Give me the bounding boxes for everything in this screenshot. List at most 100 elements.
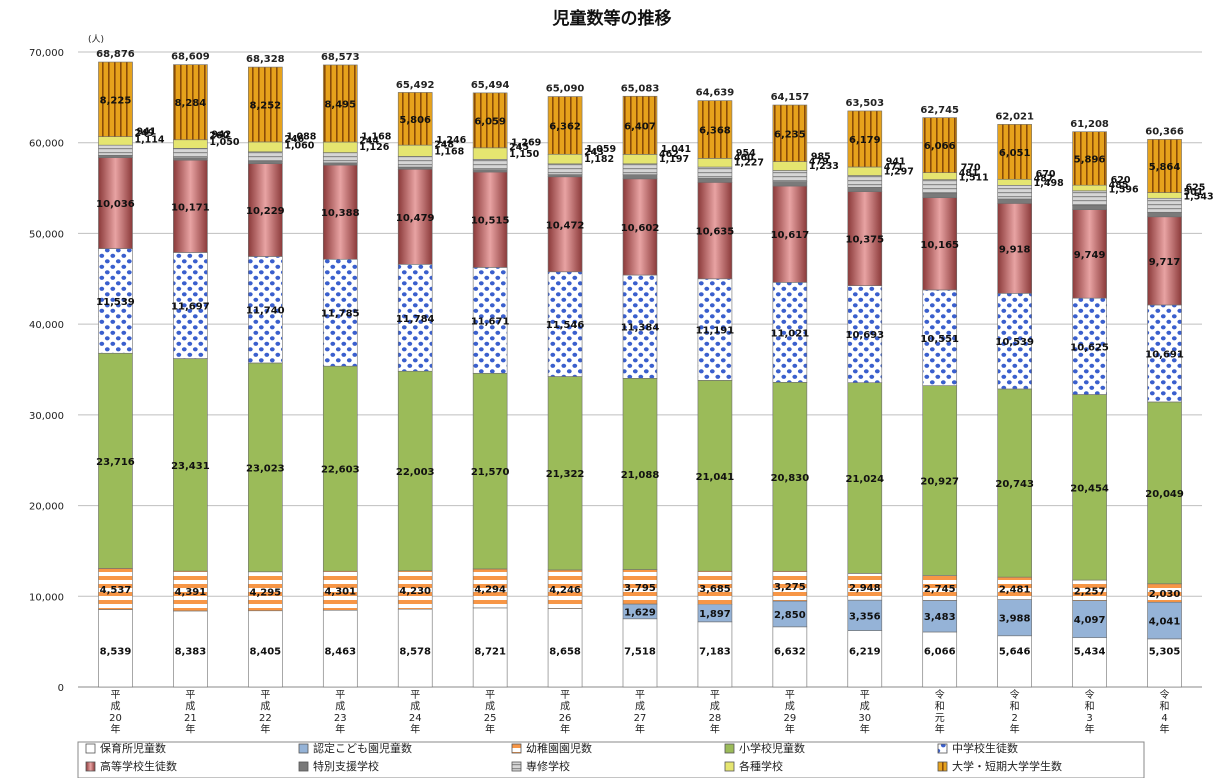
legend-swatch bbox=[298, 743, 309, 754]
data-label: 1,227 bbox=[734, 157, 764, 168]
data-label: 1,297 bbox=[884, 167, 914, 178]
category-label: 令 bbox=[1160, 688, 1170, 701]
data-label: 10,036 bbox=[96, 199, 135, 210]
data-label: 4,537 bbox=[100, 585, 132, 596]
total-label: 68,609 bbox=[171, 52, 210, 63]
legend-label: 大学・短期大学学生数 bbox=[952, 759, 1062, 773]
data-label: 3,483 bbox=[924, 612, 956, 623]
category-label: 年 bbox=[860, 723, 870, 736]
legend-swatch bbox=[937, 761, 948, 772]
bar-segment bbox=[1147, 216, 1182, 306]
bar-segment bbox=[248, 151, 283, 162]
bar-segment bbox=[622, 95, 658, 155]
bar-segment bbox=[922, 289, 958, 386]
legend-label: 小学校児童数 bbox=[739, 741, 805, 755]
data-label: 23,431 bbox=[171, 461, 210, 472]
bar-segment bbox=[397, 264, 433, 372]
data-label: 2,948 bbox=[849, 583, 881, 594]
data-label: 10,691 bbox=[1145, 349, 1184, 360]
legend-swatch bbox=[511, 743, 522, 754]
data-label: 8,721 bbox=[474, 647, 506, 658]
data-label: 9,717 bbox=[1149, 257, 1181, 268]
data-label: 10,388 bbox=[321, 208, 360, 219]
bar-segment bbox=[697, 278, 733, 381]
category-label: 24 bbox=[409, 713, 422, 724]
category-label: 和 bbox=[1085, 701, 1095, 713]
total-label: 60,366 bbox=[1145, 126, 1184, 137]
category-label: 年 bbox=[335, 723, 345, 736]
bar-segment bbox=[248, 141, 283, 153]
bar-segment bbox=[847, 186, 883, 192]
data-label: 4,294 bbox=[474, 584, 506, 595]
data-label: 3,988 bbox=[999, 614, 1031, 625]
category-label: 和 bbox=[935, 701, 945, 713]
y-tick-label: 30,000 bbox=[29, 411, 64, 422]
bar-segment bbox=[397, 156, 433, 168]
bar-segment bbox=[622, 154, 658, 165]
category-label: 年 bbox=[485, 723, 495, 736]
legend: 保育所児童数 認定こども園児童数 幼稚園園児数 小学校児童数 中学校生徒数高等学校生徒数… bbox=[77, 741, 1145, 778]
bar-segment bbox=[322, 258, 358, 367]
bar-segment bbox=[547, 96, 583, 155]
category-label: 平 bbox=[260, 690, 270, 701]
bar-segment bbox=[248, 571, 283, 612]
bar-segment bbox=[622, 178, 658, 276]
category-label: 26 bbox=[559, 713, 572, 724]
category-label: 平 bbox=[185, 690, 195, 701]
data-label: 1,168 bbox=[361, 132, 391, 143]
bar-segment bbox=[997, 198, 1032, 204]
data-label: 10,625 bbox=[1070, 342, 1109, 353]
data-label: 481 bbox=[959, 168, 979, 179]
data-label: 942 bbox=[211, 129, 231, 140]
bar-segment bbox=[697, 158, 733, 168]
bar-segment bbox=[397, 570, 433, 610]
bar-segment bbox=[322, 152, 358, 164]
bar-segment bbox=[847, 573, 883, 601]
bar-segment bbox=[173, 252, 208, 359]
data-label: 8,658 bbox=[549, 647, 581, 658]
data-label: 3,795 bbox=[624, 583, 656, 594]
data-label: 501 bbox=[1184, 187, 1204, 198]
category-label: 令 bbox=[935, 688, 945, 701]
bar-segment bbox=[847, 110, 883, 168]
data-label: 1,498 bbox=[1034, 178, 1064, 189]
bar-segment bbox=[922, 385, 958, 576]
data-label: 11,384 bbox=[621, 323, 660, 334]
category-label: 年 bbox=[110, 723, 120, 736]
bar-segment bbox=[248, 256, 283, 364]
data-label: 2,030 bbox=[1149, 589, 1181, 600]
bar-segment bbox=[622, 377, 658, 570]
data-label: 10,515 bbox=[471, 216, 510, 227]
category-label: 成 bbox=[335, 701, 345, 713]
data-label: 6,632 bbox=[774, 647, 806, 658]
data-label: 21,041 bbox=[696, 472, 735, 483]
bar-segment bbox=[697, 182, 733, 280]
data-label: 20,049 bbox=[1145, 489, 1184, 500]
y-axis-ticks: 0 10,000 20,000 30,000 40,000 50,000 60,000 70,… bbox=[29, 48, 64, 694]
data-label: 1,197 bbox=[659, 154, 689, 165]
data-label: 5,806 bbox=[399, 115, 431, 126]
legend-label: 中学校生徒数 bbox=[952, 741, 1018, 755]
category-label: 年 bbox=[935, 723, 945, 736]
data-label: 10,602 bbox=[621, 223, 660, 234]
bar-segment bbox=[697, 380, 733, 572]
bar-segment bbox=[472, 92, 508, 149]
y-tick-label: 60,000 bbox=[29, 139, 64, 150]
data-label: 23,023 bbox=[246, 463, 285, 474]
data-label: 2,481 bbox=[999, 584, 1031, 595]
category-label: 年 bbox=[410, 723, 420, 736]
bar-segment bbox=[922, 179, 958, 194]
data-label: 1,269 bbox=[511, 138, 541, 149]
bar-segment bbox=[173, 64, 208, 141]
bar-segment bbox=[622, 618, 658, 688]
data-label: 260 bbox=[209, 130, 229, 141]
bar-segment bbox=[847, 191, 883, 286]
category-label: 23 bbox=[334, 713, 347, 724]
data-label: 248 bbox=[434, 139, 454, 150]
y-axis-unit: (人) bbox=[88, 34, 104, 45]
bar-segment bbox=[997, 388, 1032, 578]
bar-segment bbox=[547, 174, 583, 178]
bar-segment bbox=[1072, 600, 1107, 639]
data-label: 11,546 bbox=[546, 320, 585, 331]
bar-segment bbox=[772, 181, 808, 187]
